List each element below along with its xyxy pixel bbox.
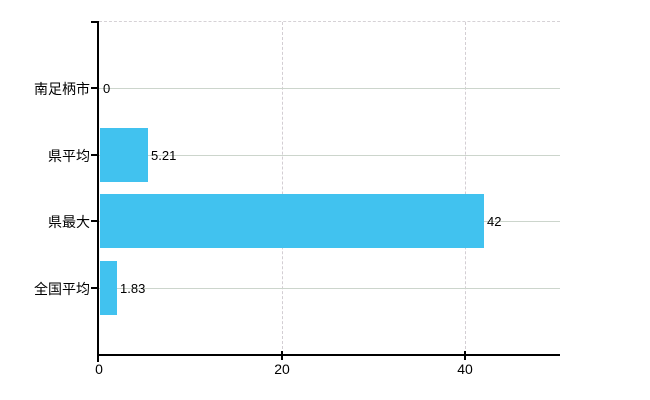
y-axis xyxy=(97,21,99,354)
y-tick xyxy=(91,154,98,156)
value-label: 5.21 xyxy=(151,148,177,163)
value-label: 1.83 xyxy=(120,281,146,296)
bar xyxy=(100,261,117,315)
x-tick-label: 0 xyxy=(95,361,103,377)
value-label: 0 xyxy=(103,81,111,96)
value-label: 42 xyxy=(487,214,502,229)
category-label: 全国平均 xyxy=(34,281,90,297)
x-tick xyxy=(97,354,99,362)
x-axis xyxy=(97,354,560,356)
category-label: 南足柄市 xyxy=(34,81,90,97)
h-gridline xyxy=(99,88,560,89)
x-tick xyxy=(464,351,466,360)
category-label: 県平均 xyxy=(48,148,90,164)
h-gridline xyxy=(99,288,560,289)
bar xyxy=(100,128,148,182)
x-tick-label: 20 xyxy=(274,361,290,377)
y-tick xyxy=(91,220,98,222)
x-tick xyxy=(281,351,283,360)
v-gridline xyxy=(465,22,466,354)
y-tick xyxy=(91,287,98,289)
plot-top-border xyxy=(99,21,560,22)
bar xyxy=(100,194,484,248)
x-tick-label: 40 xyxy=(457,361,473,377)
h-gridline xyxy=(99,155,560,156)
v-gridline xyxy=(282,22,283,354)
y-axis-top-tick xyxy=(91,21,99,23)
y-tick xyxy=(91,87,98,89)
category-label: 県最大 xyxy=(48,214,90,230)
